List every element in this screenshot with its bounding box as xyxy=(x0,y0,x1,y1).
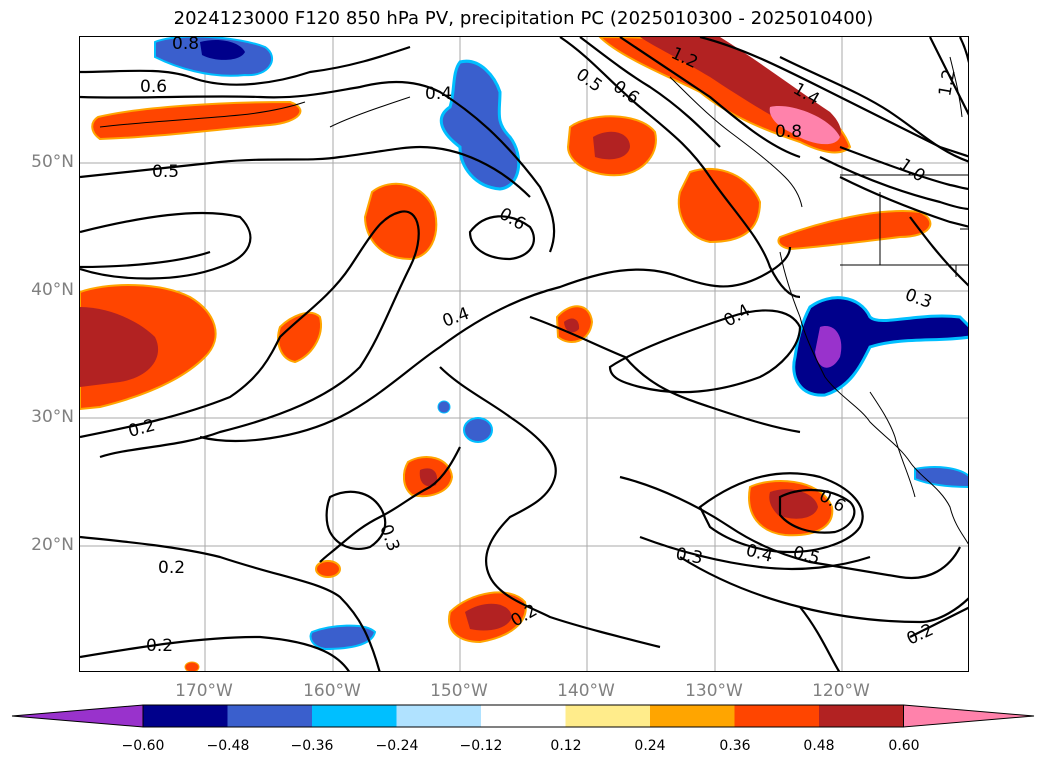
contour-label: 0.2 xyxy=(904,620,937,650)
colorbar-extend-low xyxy=(11,704,144,728)
contour-label: 0.3 xyxy=(902,285,934,313)
contour-label: 1.2 xyxy=(935,68,959,98)
lat-label: 20°N xyxy=(31,535,74,555)
colorbar-segment xyxy=(819,705,904,727)
contour-label: 0.5 xyxy=(152,162,179,182)
lon-label: 170°W xyxy=(175,681,233,701)
colorbar-tick: −0.24 xyxy=(375,738,419,754)
contour-label: 0.8 xyxy=(172,37,199,54)
contour-label: 1.0 xyxy=(895,155,929,187)
map-panel: 0.8 0.6 0.4 0.5 0.6 0.4 0.2 0.3 0.2 0.2 … xyxy=(79,36,969,672)
map-canvas: 0.8 0.6 0.4 0.5 0.6 0.4 0.2 0.3 0.2 0.2 … xyxy=(80,37,968,671)
lat-label: 30°N xyxy=(31,407,74,427)
colorbar-tick: −0.36 xyxy=(290,738,334,754)
contour-label: 0.4 xyxy=(744,541,775,567)
contour-label: 0.6 xyxy=(496,204,529,235)
lon-label: 120°W xyxy=(812,681,870,701)
colorbar-segment xyxy=(227,705,313,727)
colorbar-segments xyxy=(11,704,1035,728)
contour-label: 0.4 xyxy=(721,300,754,331)
lon-label: 160°W xyxy=(303,681,361,701)
colorbar-segment xyxy=(312,705,397,727)
contour-label: 0.4 xyxy=(425,84,452,104)
colorbar-tick: 0.24 xyxy=(634,738,666,754)
pv-contours xyxy=(80,37,968,671)
colorbar-tick: 0.36 xyxy=(719,738,751,754)
contour-label: 0.2 xyxy=(126,416,157,442)
colorbar xyxy=(11,704,1035,728)
contour-label: 0.8 xyxy=(775,122,802,142)
lat-label: 40°N xyxy=(31,280,74,300)
colorbar-tick: −0.12 xyxy=(459,738,503,754)
colorbar-segment xyxy=(481,705,566,727)
colorbar-segment xyxy=(143,705,228,727)
lon-label: 140°W xyxy=(557,681,615,701)
colorbar-tick: −0.60 xyxy=(121,738,165,754)
contour-label: 0.2 xyxy=(158,558,185,578)
colorbar-outline xyxy=(142,704,904,728)
lon-label: 130°W xyxy=(685,681,743,701)
colorbar-tick: 0.12 xyxy=(550,738,582,754)
precip-shading xyxy=(80,37,968,671)
lon-label: 150°W xyxy=(430,681,488,701)
colorbar-tick: −0.48 xyxy=(206,738,250,754)
colorbar-segment xyxy=(734,705,820,727)
colorbar-segment xyxy=(650,705,735,727)
contour-label: 0.3 xyxy=(375,522,403,554)
colorbar-tick: 0.60 xyxy=(888,738,920,754)
colorbar-segment xyxy=(565,705,651,727)
coastlines xyxy=(99,56,968,545)
lat-label: 50°N xyxy=(31,152,74,172)
colorbar-segment xyxy=(396,705,482,727)
colorbar-extend-high xyxy=(903,704,1035,728)
contour-label: 0.3 xyxy=(674,544,704,568)
colorbar-tick: 0.48 xyxy=(803,738,835,754)
map-title: 2024123000 F120 850 hPa PV, precipitatio… xyxy=(173,8,874,29)
contour-label: 0.6 xyxy=(140,77,167,97)
contour-label: 0.2 xyxy=(146,636,173,656)
